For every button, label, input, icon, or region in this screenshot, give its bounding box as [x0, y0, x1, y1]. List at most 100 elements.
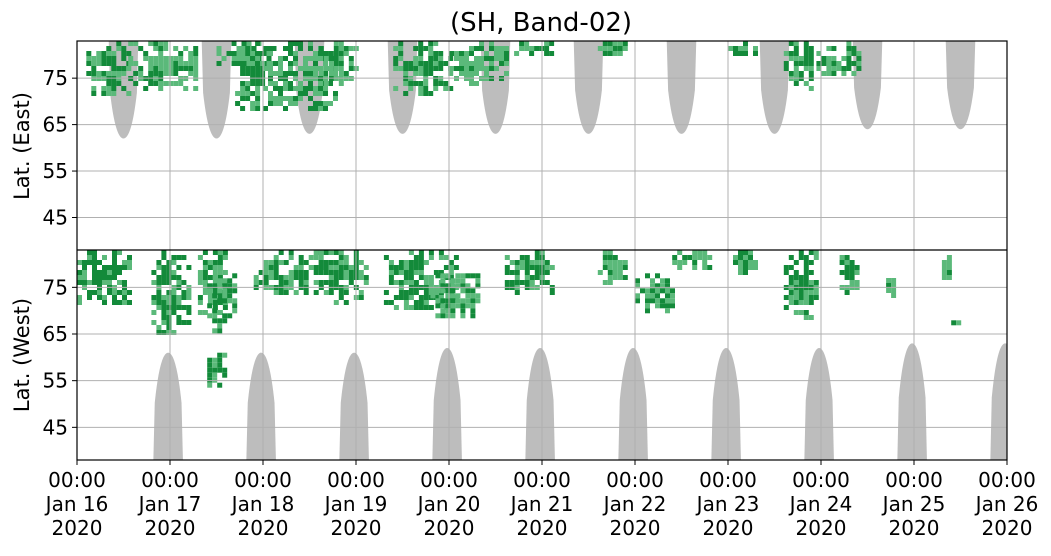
- activity-cell: [161, 250, 167, 255]
- activity-cell: [193, 86, 199, 91]
- activity-cell: [288, 41, 293, 46]
- activity-cell: [544, 280, 550, 285]
- activity-cell: [207, 372, 213, 378]
- activity-cell: [470, 273, 476, 279]
- activity-cell: [288, 255, 294, 260]
- activity-cell: [253, 280, 259, 285]
- activity-cell: [499, 61, 504, 66]
- x-tick-label-line: Jan 24: [788, 492, 853, 516]
- activity-cell: [403, 81, 409, 86]
- activity-cell: [534, 275, 540, 280]
- activity-cell: [128, 56, 134, 61]
- activity-cell: [318, 250, 324, 255]
- activity-cell: [418, 300, 424, 305]
- activity-cell: [460, 288, 466, 294]
- activity-cell: [318, 255, 324, 260]
- activity-cell: [178, 56, 184, 61]
- activity-cell: [298, 275, 304, 280]
- activity-cell: [788, 280, 794, 285]
- activity-cell: [313, 61, 318, 66]
- daylight-mask-east: [759, 41, 790, 134]
- activity-cell: [313, 106, 318, 111]
- activity-cell: [816, 61, 822, 66]
- activity-cell: [117, 290, 122, 295]
- activity-cell: [440, 298, 446, 304]
- activity-cell: [753, 265, 758, 270]
- activity-cell: [393, 270, 399, 275]
- activity-cell: [217, 310, 223, 315]
- activity-cell: [193, 46, 199, 51]
- activity-cell: [418, 41, 424, 46]
- activity-cell: [440, 283, 446, 289]
- activity-cell: [241, 56, 247, 61]
- activity-cell: [808, 300, 814, 305]
- activity-cell: [418, 71, 424, 76]
- activity-cell: [803, 270, 809, 275]
- activity-cell: [433, 295, 439, 300]
- daylight-mask-west: [990, 343, 1007, 460]
- activity-cell: [298, 265, 304, 270]
- activity-cell: [176, 300, 182, 305]
- activity-cell: [489, 46, 494, 51]
- activity-cell: [692, 255, 698, 260]
- activity-cell: [748, 255, 753, 260]
- x-tick-label-line: 00:00: [141, 468, 199, 492]
- activity-cell: [308, 96, 313, 101]
- activity-cell: [423, 290, 429, 295]
- activity-cell: [273, 270, 279, 275]
- activity-cell: [255, 66, 261, 71]
- activity-cell: [151, 295, 157, 300]
- activity-cell: [348, 280, 354, 285]
- activity-cell: [544, 41, 550, 46]
- activity-region: [839, 255, 860, 295]
- activity-cell: [102, 270, 107, 275]
- activity-cell: [212, 372, 218, 378]
- activity-cell: [163, 56, 169, 61]
- activity-cell: [514, 290, 520, 295]
- activity-cell: [348, 61, 354, 66]
- activity-cell: [841, 71, 847, 76]
- activity-cell: [283, 106, 288, 111]
- activity-cell: [343, 265, 349, 270]
- activity-cell: [250, 71, 256, 76]
- activity-cell: [318, 265, 324, 270]
- activity-cell: [97, 280, 102, 285]
- y-tick-label-west: 45: [43, 415, 68, 439]
- activity-cell: [803, 41, 809, 46]
- activity-cell: [607, 41, 613, 46]
- activity-cell: [92, 270, 97, 275]
- activity-cell: [288, 66, 293, 71]
- activity-cell: [222, 283, 228, 289]
- activity-cell: [650, 278, 655, 284]
- activity-cell: [418, 51, 424, 56]
- activity-cell: [278, 101, 283, 106]
- activity-cell: [133, 41, 139, 46]
- activity-cell: [288, 280, 294, 285]
- activity-cell: [101, 91, 107, 96]
- activity-cell: [178, 61, 184, 66]
- activity-cell: [127, 255, 132, 260]
- activity-cell: [743, 46, 748, 51]
- activity-cell: [682, 255, 688, 260]
- activity-cell: [188, 66, 194, 71]
- activity-cell: [808, 270, 814, 275]
- activity-region: [253, 250, 324, 295]
- activity-cell: [783, 51, 789, 56]
- activity-cell: [798, 310, 804, 315]
- activity-cell: [813, 250, 819, 255]
- activity-cell: [151, 270, 157, 275]
- activity-cell: [176, 320, 182, 325]
- activity-cell: [148, 81, 154, 86]
- activity-cell: [803, 255, 809, 260]
- activity-cell: [808, 260, 814, 265]
- activity-cell: [156, 290, 162, 295]
- activity-cell: [393, 295, 399, 300]
- activity-cell: [202, 260, 208, 265]
- activity-cell: [418, 66, 424, 71]
- activity-cell: [445, 288, 451, 294]
- activity-cell: [494, 66, 499, 71]
- activity-cell: [650, 298, 655, 304]
- activity-cell: [529, 280, 535, 285]
- activity-cell: [891, 293, 897, 298]
